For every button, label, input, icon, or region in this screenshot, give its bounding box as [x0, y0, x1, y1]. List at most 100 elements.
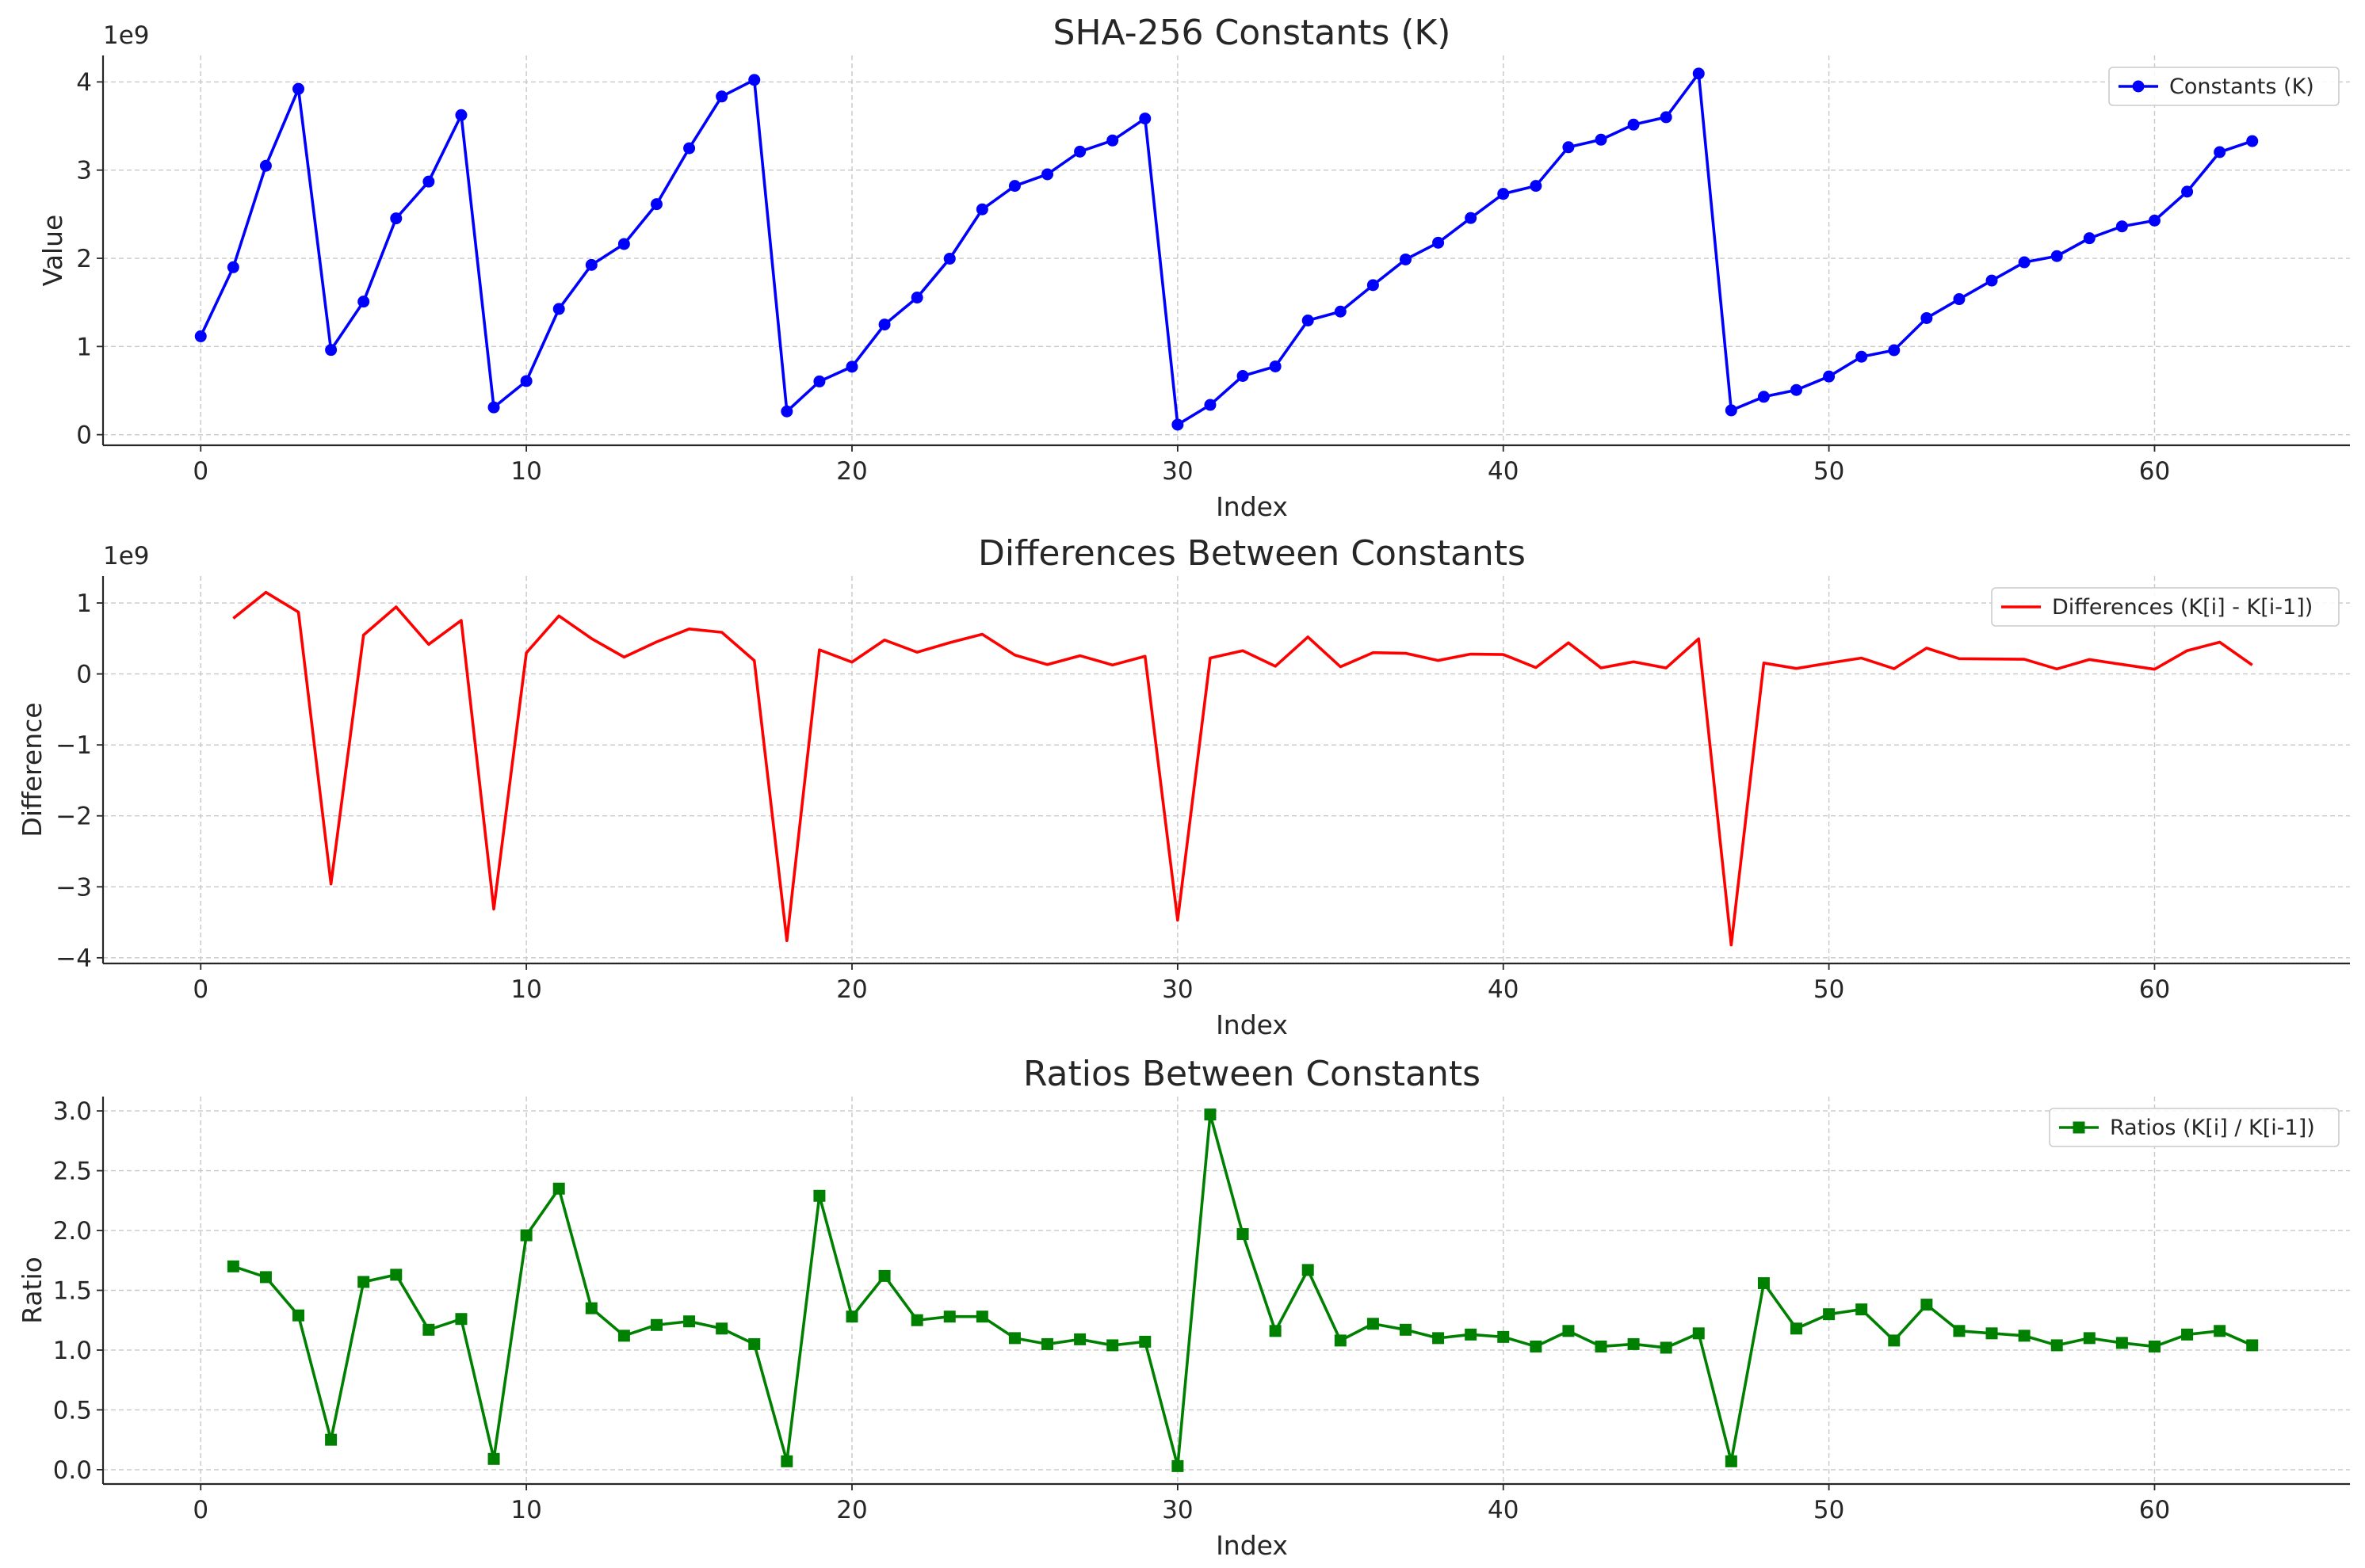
y-tick-label: 2.0	[53, 1217, 92, 1246]
series-line	[232, 1112, 2253, 1468]
data-point	[1334, 1334, 1347, 1347]
y-tick-label: 1.5	[53, 1277, 92, 1306]
x-tick-label: 30	[1162, 457, 1193, 486]
data-point	[422, 1323, 435, 1336]
data-point	[2214, 146, 2226, 158]
data-point	[487, 401, 500, 414]
data-point	[1725, 404, 1737, 417]
x-tick-label: 20	[836, 1496, 867, 1524]
data-point	[878, 319, 891, 331]
y-tick-label: 2.5	[53, 1158, 92, 1186]
data-point	[683, 1315, 696, 1328]
legend-marker	[2073, 1121, 2085, 1134]
data-point	[1823, 370, 1836, 383]
x-tick-label: 40	[1488, 975, 1519, 1004]
data-point	[1074, 145, 1087, 158]
x-tick-label: 30	[1162, 1496, 1193, 1524]
data-point	[1725, 1455, 1737, 1467]
data-point	[1432, 1332, 1445, 1345]
data-point	[878, 1269, 891, 1282]
data-point	[1595, 133, 1607, 146]
x-tick-label: 20	[836, 975, 867, 1004]
legend-label: Ratios (K[i] / K[i-1])	[2110, 1116, 2315, 1140]
data-point	[943, 1310, 956, 1323]
legend-box	[2108, 67, 2340, 106]
x-tick-label: 50	[1813, 975, 1844, 1004]
y-tick-label: 3.0	[53, 1097, 92, 1126]
data-point	[1366, 1318, 1379, 1330]
x-tick-label: 60	[2139, 975, 2170, 1004]
data-point	[1497, 188, 1510, 200]
data-point	[1757, 391, 1770, 403]
y-tick-label: 2	[76, 245, 92, 273]
data-point	[1920, 311, 1933, 324]
data-point	[1399, 253, 1412, 265]
data-point	[1139, 113, 1152, 125]
x-tick-label: 50	[1813, 457, 1844, 486]
data-point	[846, 361, 858, 373]
y-tick-label: 0.0	[53, 1456, 92, 1485]
data-point	[1008, 180, 1021, 193]
chart-panel-3: 0 10 20 30 40 50 60 0.0 0.5 1.0 1.5 2.0 2.5 3.0 Ratios…	[17, 1054, 2350, 1561]
y-tick-label: 1	[76, 589, 92, 618]
data-point	[2018, 256, 2031, 269]
data-point	[1562, 1325, 1575, 1337]
x-tick-label: 10	[510, 1496, 541, 1524]
data-point	[1855, 350, 1868, 363]
x-tick-label: 30	[1162, 975, 1193, 1004]
data-point	[455, 1313, 468, 1326]
data-point	[2148, 1340, 2161, 1352]
data-point	[2246, 1339, 2259, 1352]
data-point	[748, 1337, 761, 1350]
y-axis-label: Value	[37, 215, 68, 287]
data-point	[1008, 1332, 1021, 1345]
x-axis-label: Index	[1216, 1530, 1288, 1561]
x-tick-label: 20	[836, 457, 867, 486]
data-point	[455, 109, 468, 121]
y-tick-label: 1	[76, 333, 92, 361]
data-point	[1204, 399, 1217, 411]
data-point	[617, 238, 630, 250]
y-tick-label: −2	[55, 803, 92, 831]
data-point	[585, 1302, 598, 1314]
data-point	[716, 90, 728, 103]
x-tick-label: 0	[193, 457, 208, 486]
data-point	[911, 1314, 923, 1326]
data-point	[520, 375, 533, 387]
data-point	[1888, 344, 1901, 357]
data-point	[2115, 1337, 2128, 1349]
data-point	[813, 375, 826, 387]
data-point	[194, 330, 207, 342]
x-tick-label: 10	[510, 975, 541, 1004]
x-tick-label: 60	[2139, 1496, 2170, 1524]
legend: Ratios (K[i] / K[i-1])	[2049, 1108, 2340, 1147]
data-point	[1236, 1228, 1249, 1241]
data-point	[781, 1455, 793, 1467]
legend-marker	[2132, 80, 2145, 93]
y-tick-label: 1.0	[53, 1337, 92, 1365]
data-point	[1920, 1299, 1933, 1311]
data-point	[1627, 1337, 1640, 1350]
data-point	[585, 258, 598, 271]
data-point	[2050, 250, 2063, 262]
data-point	[1562, 141, 1575, 154]
y-tick-label: −3	[55, 873, 92, 902]
data-point	[292, 82, 305, 95]
data-point	[1790, 383, 1803, 396]
data-point	[1660, 1341, 1672, 1354]
data-point	[650, 1318, 663, 1331]
data-point	[552, 1182, 565, 1195]
y-tick-label: −4	[55, 944, 92, 973]
data-point	[976, 1310, 988, 1323]
data-point	[650, 198, 663, 211]
chart-title: Ratios Between Constants	[1023, 1054, 1481, 1094]
data-point	[1334, 305, 1347, 318]
chart-title: Differences Between Constants	[978, 533, 1526, 574]
x-tick-label: 0	[193, 1496, 208, 1524]
chart-title: SHA-256 Constants (K)	[1053, 13, 1451, 53]
x-tick-label: 10	[510, 457, 541, 486]
data-point	[1497, 1330, 1510, 1343]
data-point	[1301, 1264, 1314, 1276]
data-point	[552, 303, 565, 315]
x-tick-label: 50	[1813, 1496, 1844, 1524]
